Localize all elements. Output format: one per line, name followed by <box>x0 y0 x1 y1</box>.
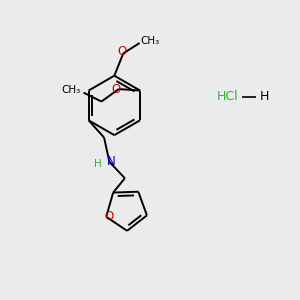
Text: HCl: HCl <box>217 90 238 103</box>
Text: N: N <box>106 155 115 168</box>
Text: CH₃: CH₃ <box>140 36 159 46</box>
Text: O: O <box>112 82 121 96</box>
Text: O: O <box>117 45 126 58</box>
Text: O: O <box>104 210 113 223</box>
Text: H: H <box>260 90 269 103</box>
Text: H: H <box>94 159 102 169</box>
Text: CH₃: CH₃ <box>61 85 81 95</box>
